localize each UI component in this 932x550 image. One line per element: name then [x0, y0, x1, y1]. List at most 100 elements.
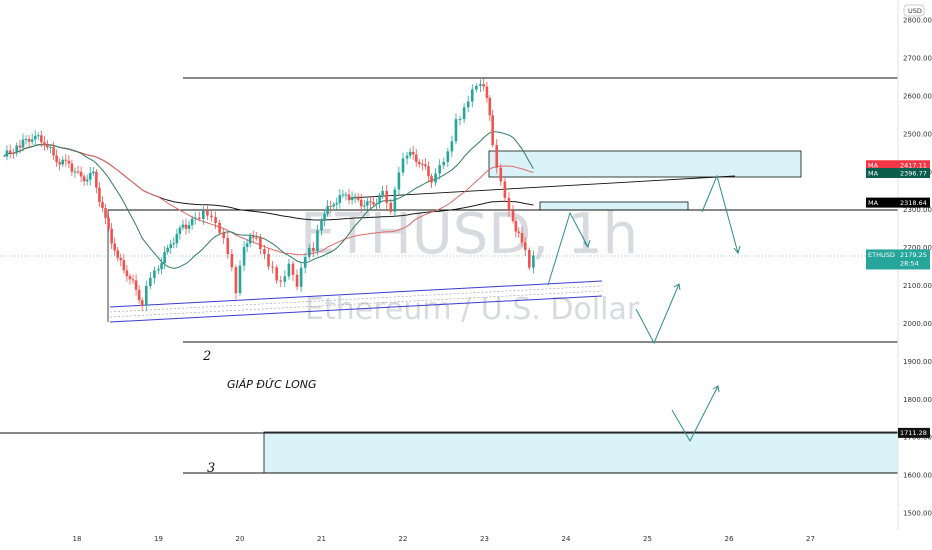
candle-body[interactable] [187, 225, 191, 229]
candle-body[interactable] [424, 164, 427, 167]
candle-body[interactable] [140, 300, 144, 306]
channel-upper[interactable] [109, 280, 603, 308]
candle-body[interactable] [523, 242, 527, 250]
candle-body[interactable] [359, 199, 363, 207]
candle-body[interactable] [393, 189, 397, 212]
candle-body[interactable] [520, 232, 524, 243]
candle-body[interactable] [255, 237, 258, 239]
projection-path-3[interactable] [635, 283, 680, 345]
candles[interactable] [5, 78, 535, 312]
candle-body[interactable] [458, 119, 462, 121]
candle-body[interactable] [245, 243, 249, 248]
candle-body[interactable] [267, 254, 270, 267]
candle-body[interactable] [197, 217, 201, 219]
candle-body[interactable] [466, 101, 470, 108]
candle-body[interactable] [259, 237, 262, 249]
candle-body[interactable] [95, 171, 98, 188]
candle-body[interactable] [307, 247, 311, 257]
candle-body[interactable] [18, 145, 22, 148]
candle-body[interactable] [70, 163, 74, 172]
candle-body[interactable] [401, 158, 405, 173]
candle-body[interactable] [303, 256, 307, 268]
candle-body[interactable] [323, 213, 326, 221]
candle-body[interactable] [178, 227, 182, 234]
candle-body[interactable] [329, 205, 332, 207]
candle-body[interactable] [335, 202, 339, 205]
candle-body[interactable] [299, 267, 303, 287]
candle-body[interactable] [332, 204, 336, 207]
candle-body[interactable] [131, 279, 135, 281]
candle-body[interactable] [430, 176, 433, 183]
candle-body[interactable] [482, 84, 485, 87]
candle-body[interactable] [462, 107, 466, 120]
trend-line[interactable] [349, 175, 736, 199]
candle-body[interactable] [242, 247, 246, 266]
candle-body[interactable] [73, 171, 77, 173]
candle-body[interactable] [230, 253, 234, 268]
candle-body[interactable] [366, 201, 369, 206]
candle-body[interactable] [338, 195, 342, 203]
x-axis[interactable]: 18 19 20 21 22 23 24 25 26 27 [73, 535, 815, 543]
candle-body[interactable] [5, 150, 9, 157]
candle-body[interactable] [291, 263, 295, 275]
currency-badge[interactable] [903, 4, 925, 17]
candle-body[interactable] [385, 191, 388, 203]
candle-body[interactable] [79, 171, 83, 177]
candle-body[interactable] [27, 138, 31, 142]
candle-body[interactable] [341, 194, 345, 196]
candle-body[interactable] [214, 217, 217, 223]
candle-body[interactable] [190, 218, 194, 226]
candle-body[interactable] [316, 230, 319, 252]
candle-body[interactable] [287, 263, 291, 277]
candle-body[interactable] [295, 274, 299, 287]
candle-body[interactable] [511, 210, 515, 222]
candle-body[interactable] [149, 277, 152, 287]
candle-body[interactable] [67, 160, 71, 164]
candle-body[interactable] [326, 205, 329, 214]
candle-body[interactable] [101, 201, 104, 209]
candle-body[interactable] [238, 265, 242, 294]
candle-body[interactable] [15, 145, 18, 154]
candle-body[interactable] [166, 247, 169, 252]
candle-body[interactable] [61, 159, 65, 165]
candle-body[interactable] [454, 119, 458, 142]
candle-body[interactable] [172, 243, 176, 245]
candle-body[interactable] [507, 197, 511, 211]
candle-body[interactable] [76, 171, 80, 173]
candle-body[interactable] [234, 267, 238, 294]
candle-body[interactable] [85, 179, 89, 182]
candle-body[interactable] [446, 151, 450, 162]
candle-body[interactable] [353, 196, 357, 198]
candle-body[interactable] [427, 166, 430, 177]
candle-body[interactable] [488, 97, 492, 116]
candle-body[interactable] [320, 220, 323, 231]
candle-body[interactable] [475, 85, 478, 90]
plot-area[interactable]: ETHUSD, 1h Ethereum / U.S. Dollar [0, 77, 899, 476]
candle-body[interactable] [405, 155, 409, 159]
candle-body[interactable] [157, 269, 160, 271]
y-axis[interactable]: USD 1500.001600.001700.001800.001900.002… [866, 0, 932, 530]
candle-body[interactable] [491, 115, 494, 145]
candle-body[interactable] [279, 280, 283, 282]
candle-body[interactable] [218, 222, 221, 233]
candle-body[interactable] [55, 155, 58, 163]
candle-body[interactable] [414, 154, 418, 162]
candle-body[interactable] [144, 286, 148, 306]
candle-body[interactable] [104, 208, 107, 218]
candle-body[interactable] [12, 153, 15, 155]
candle-body[interactable] [210, 215, 213, 218]
candle-body[interactable] [375, 203, 378, 205]
candle-body[interactable] [381, 191, 384, 196]
candle-body[interactable] [283, 276, 287, 282]
candle-body[interactable] [46, 144, 49, 148]
candle-body[interactable] [8, 150, 12, 154]
moving-average-50[interactable] [3, 144, 534, 256]
candle-body[interactable] [82, 176, 86, 182]
candle-body[interactable] [24, 138, 28, 140]
candle-body[interactable] [122, 260, 126, 271]
candle-body[interactable] [350, 197, 354, 201]
supply-zone-small[interactable] [539, 201, 689, 211]
candle-body[interactable] [110, 228, 113, 244]
candle-body[interactable] [514, 221, 518, 232]
candle-body[interactable] [33, 135, 37, 140]
